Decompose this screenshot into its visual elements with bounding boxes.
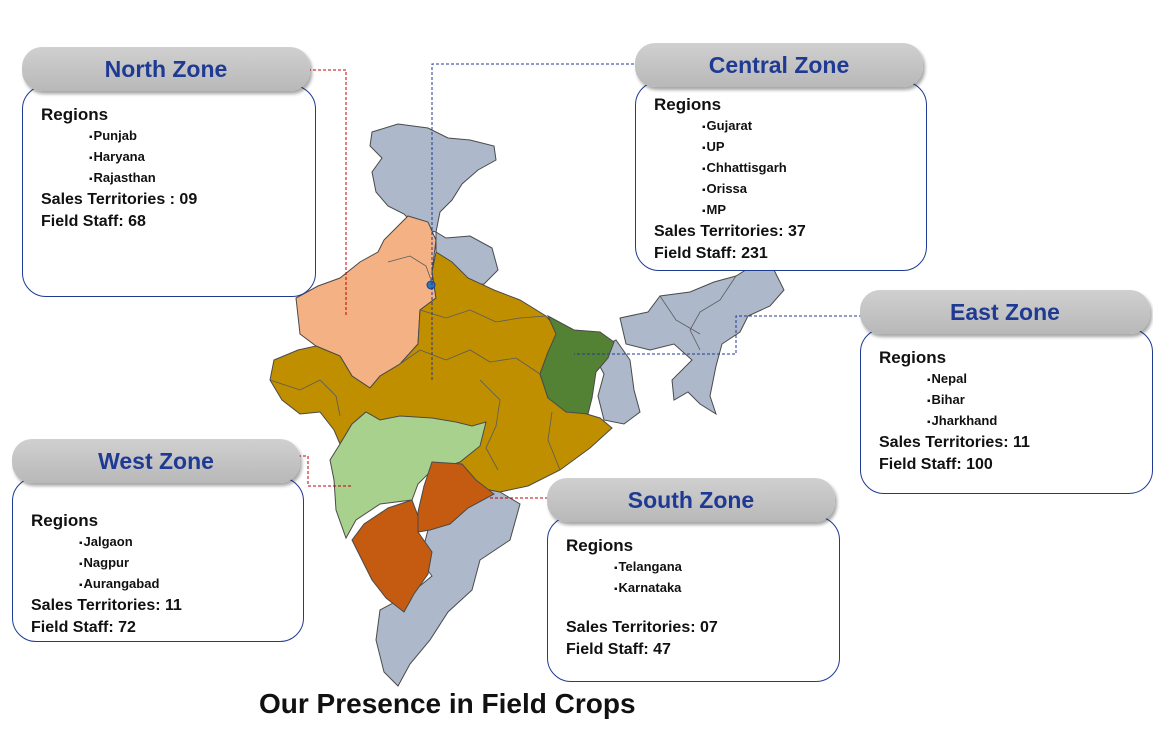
central-region-list: Gujarat UP Chhattisgarh Orissa MP <box>702 116 926 221</box>
page-title: Our Presence in Field Crops <box>259 688 636 719</box>
north-field-staff: Field Staff: 68 <box>41 213 146 230</box>
west-field-staff: Field Staff: 72 <box>31 619 136 636</box>
east-region-list: Nepal Bihar Jharkhand <box>927 369 1152 432</box>
north-zone-details: Regions Punjab Haryana Rajasthan Sales T… <box>22 85 316 297</box>
region-item: Punjab <box>89 126 315 147</box>
region-item: Jalgaon <box>79 532 303 553</box>
east-field-staff: Field Staff: 100 <box>879 456 993 473</box>
map-zone-east <box>539 314 615 415</box>
region-item: Gujarat <box>702 116 926 137</box>
map-zone-south-karnataka <box>351 499 433 613</box>
region-item: Nepal <box>927 369 1152 390</box>
region-item: Nagpur <box>79 553 303 574</box>
central-zone-title: Central Zone <box>635 43 923 87</box>
region-item: UP <box>702 137 926 158</box>
central-sales-territories: Sales Territories: 37 <box>654 223 806 240</box>
north-sales-territories: Sales Territories : 09 <box>41 191 198 208</box>
map-region-south-tip <box>375 485 521 687</box>
south-regions-label: Regions <box>566 536 634 555</box>
south-field-staff: Field Staff: 47 <box>566 641 671 658</box>
connector-north <box>288 69 347 316</box>
region-item: Chhattisgarh <box>702 158 926 179</box>
region-item: MP <box>702 200 926 221</box>
north-regions-label: Regions <box>41 105 109 124</box>
east-zone-title: East Zone <box>860 290 1150 334</box>
region-item: Jharkhand <box>927 411 1152 432</box>
south-zone-title: South Zone <box>547 478 835 522</box>
west-region-list: Jalgaon Nagpur Aurangabad <box>79 532 303 595</box>
central-zone-details: Regions Gujarat UP Chhattisgarh Orissa M… <box>635 81 927 271</box>
west-sales-territories: Sales Territories: 11 <box>31 597 182 614</box>
east-zone-details: Regions Nepal Bihar Jharkhand Sales Terr… <box>860 328 1153 494</box>
map-delhi-marker <box>426 280 436 290</box>
south-zone-details: Regions Telangana Karnataka Sales Territ… <box>547 516 840 682</box>
west-zone-title: West Zone <box>12 439 300 483</box>
map-zone-south-telangana <box>417 461 495 533</box>
region-item: Aurangabad <box>79 574 303 595</box>
west-zone-details: Regions Jalgaon Nagpur Aurangabad Sales … <box>12 477 304 642</box>
region-item: Karnataka <box>614 578 839 599</box>
central-regions-label: Regions <box>654 95 722 114</box>
map-state-borders <box>269 255 737 471</box>
west-regions-label: Regions <box>31 511 99 530</box>
region-item: Rajasthan <box>89 168 315 189</box>
map-region-jammu-kashmir <box>369 123 497 233</box>
south-region-list: Telangana Karnataka <box>614 557 839 599</box>
region-item: Haryana <box>89 147 315 168</box>
east-sales-territories: Sales Territories: 11 <box>879 434 1030 451</box>
north-region-list: Punjab Haryana Rajasthan <box>89 126 315 189</box>
central-field-staff: Field Staff: 231 <box>654 245 768 262</box>
region-item: Orissa <box>702 179 926 200</box>
region-item: Bihar <box>927 390 1152 411</box>
north-zone-title: North Zone <box>22 47 310 91</box>
connector-central <box>431 63 674 380</box>
map-zone-west <box>329 411 487 540</box>
east-regions-label: Regions <box>879 348 947 367</box>
connector-east <box>574 315 897 355</box>
region-item: Telangana <box>614 557 839 578</box>
south-sales-territories: Sales Territories: 07 <box>566 619 718 636</box>
map-region-northeast <box>619 265 785 416</box>
